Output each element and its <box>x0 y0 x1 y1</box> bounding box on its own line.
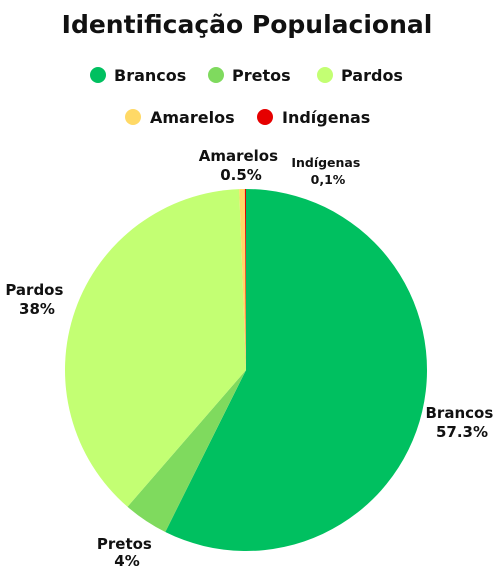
legend-label-pretos: Pretos <box>232 66 291 85</box>
data-labels: Amarelos 0.5% Indígenas 0,1% Pardos 38% … <box>5 147 495 567</box>
data-label-brancos-value: 57.3% <box>436 423 488 441</box>
pie-slices <box>64 188 428 551</box>
data-label-pardos-name: Pardos <box>5 281 63 299</box>
slice-pardos <box>64 189 246 507</box>
legend-swatch-pretos <box>208 67 224 83</box>
legend-label-amarelos: Amarelos <box>150 108 235 127</box>
slice-amarelos <box>239 189 246 370</box>
data-label-pretos-name: Pretos <box>97 535 152 553</box>
legend-item-amarelos: Amarelos <box>125 108 235 127</box>
legend-label-indigenas: Indígenas <box>282 108 370 127</box>
legend-item-brancos: Brancos <box>90 66 186 85</box>
data-label-brancos: Brancos 57.3% <box>426 404 495 441</box>
slice-indigenas <box>244 188 246 370</box>
legend-swatch-amarelos <box>125 109 141 125</box>
legend: Brancos Pretos Pardos Amarelos Indígenas <box>90 66 403 127</box>
data-label-indigenas: Indígenas 0,1% <box>291 155 364 187</box>
data-label-amarelos-name: Amarelos <box>199 147 278 165</box>
legend-item-pardos: Pardos <box>317 66 403 85</box>
legend-swatch-brancos <box>90 67 106 83</box>
data-label-amarelos: Amarelos 0.5% <box>199 147 284 184</box>
data-label-indigenas-value: 0,1% <box>311 172 346 187</box>
data-label-pretos: Pretos 4% <box>97 535 157 567</box>
legend-label-pardos: Pardos <box>341 66 403 85</box>
legend-swatch-indigenas <box>257 109 273 125</box>
data-label-amarelos-value: 0.5% <box>220 166 262 184</box>
legend-item-indigenas: Indígenas <box>257 108 370 127</box>
chart-title: Identificação Populacional <box>62 10 433 39</box>
data-label-brancos-name: Brancos <box>426 404 494 422</box>
data-label-indigenas-name: Indígenas <box>291 155 360 170</box>
data-label-pardos-value: 38% <box>19 300 55 318</box>
slice-brancos <box>165 189 428 551</box>
legend-label-brancos: Brancos <box>114 66 186 85</box>
data-label-pardos: Pardos 38% <box>5 281 68 318</box>
slice-pretos <box>127 370 246 532</box>
data-label-pretos-value: 4% <box>114 552 139 567</box>
legend-item-pretos: Pretos <box>208 66 291 85</box>
legend-swatch-pardos <box>317 67 333 83</box>
